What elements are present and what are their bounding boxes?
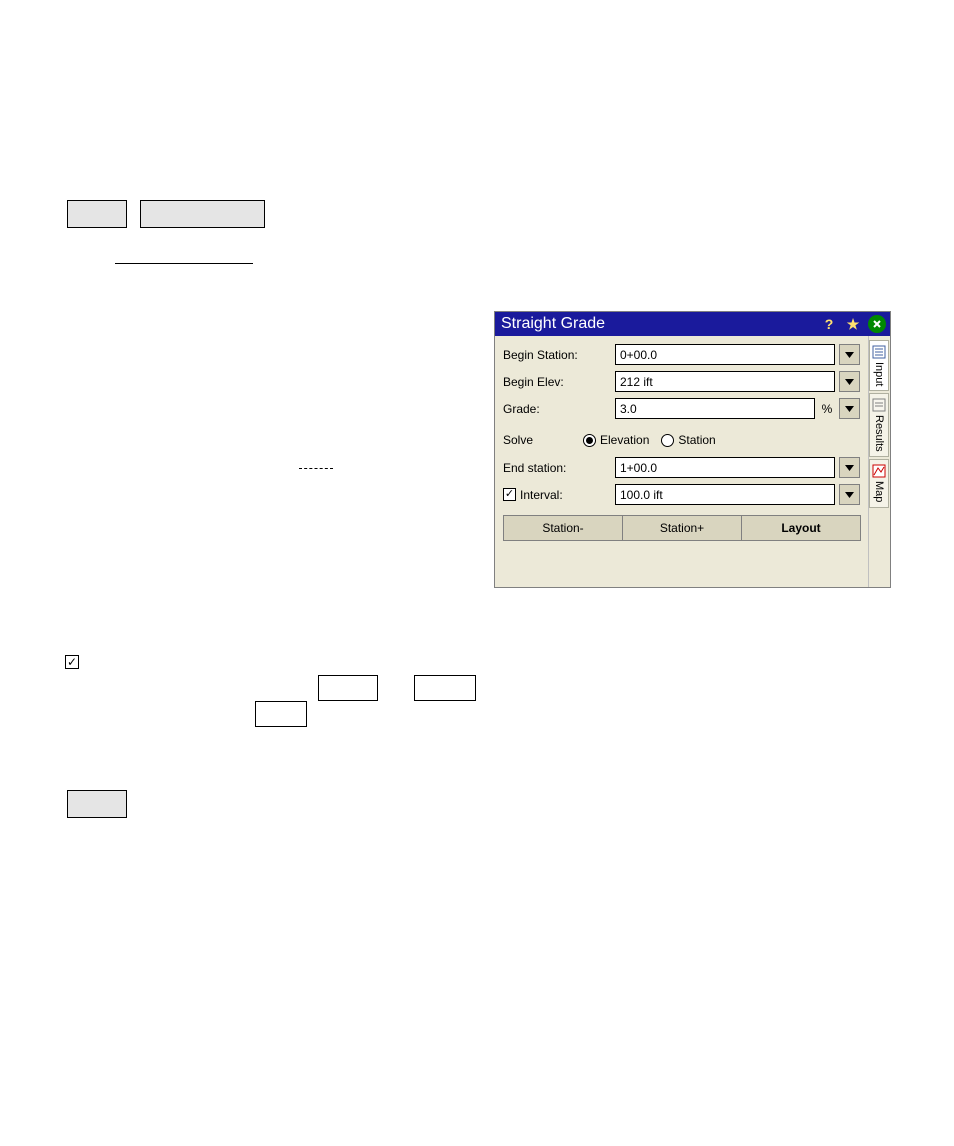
station-plus-button[interactable]: Station+ [622,515,742,541]
underline-segment [115,263,253,264]
side-tabs: Input Results [868,336,890,587]
end-station-dropdown[interactable] [839,457,860,478]
input-panel: Begin Station: 0+00.0 Begin Elev: 212 if… [495,336,868,587]
dialog-title: Straight Grade [501,315,605,333]
begin-station-input[interactable]: 0+00.0 [615,344,835,365]
tab-input[interactable]: Input [869,340,889,391]
interval-dropdown[interactable] [839,484,860,505]
station-minus-button[interactable]: Station- [503,515,623,541]
interval-label: Interval: [520,488,563,502]
results-icon [872,398,886,412]
gray-box-top-right [140,200,265,228]
grade-input[interactable]: 3.0 [615,398,815,419]
tab-results[interactable]: Results [869,393,889,457]
white-box-3 [255,701,307,727]
close-icon[interactable] [868,315,886,333]
map-icon [872,464,886,478]
gray-box-bottom [67,790,127,818]
begin-station-dropdown[interactable] [839,344,860,365]
white-box-1 [318,675,378,701]
gray-box-top-left [67,200,127,228]
titlebar: Straight Grade ? ★ [495,312,890,336]
begin-station-label: Begin Station: [503,348,615,362]
solve-label: Solve [503,433,583,447]
favorite-icon[interactable]: ★ [844,315,862,333]
begin-elev-dropdown[interactable] [839,371,860,392]
interval-checkbox[interactable]: ✓ [503,488,516,501]
white-box-2 [414,675,476,701]
grade-unit: % [817,402,837,416]
layout-button[interactable]: Layout [741,515,861,541]
radio-elevation[interactable]: Elevation [583,433,649,447]
checkbox-square[interactable]: ✓ [65,655,79,669]
end-station-label: End station: [503,461,615,475]
radio-station[interactable]: Station [661,433,715,447]
dash-segment [299,468,333,469]
straight-grade-dialog: Straight Grade ? ★ Begin Station: 0+00.0 [494,311,891,588]
grade-dropdown[interactable] [839,398,860,419]
end-station-input[interactable]: 1+00.0 [615,457,835,478]
tab-map[interactable]: Map [869,459,889,507]
interval-input[interactable]: 100.0 ift [615,484,835,505]
input-icon [872,345,886,359]
begin-elev-input[interactable]: 212 ift [615,371,835,392]
grade-label: Grade: [503,402,615,416]
help-icon[interactable]: ? [820,315,838,333]
begin-elev-label: Begin Elev: [503,375,615,389]
